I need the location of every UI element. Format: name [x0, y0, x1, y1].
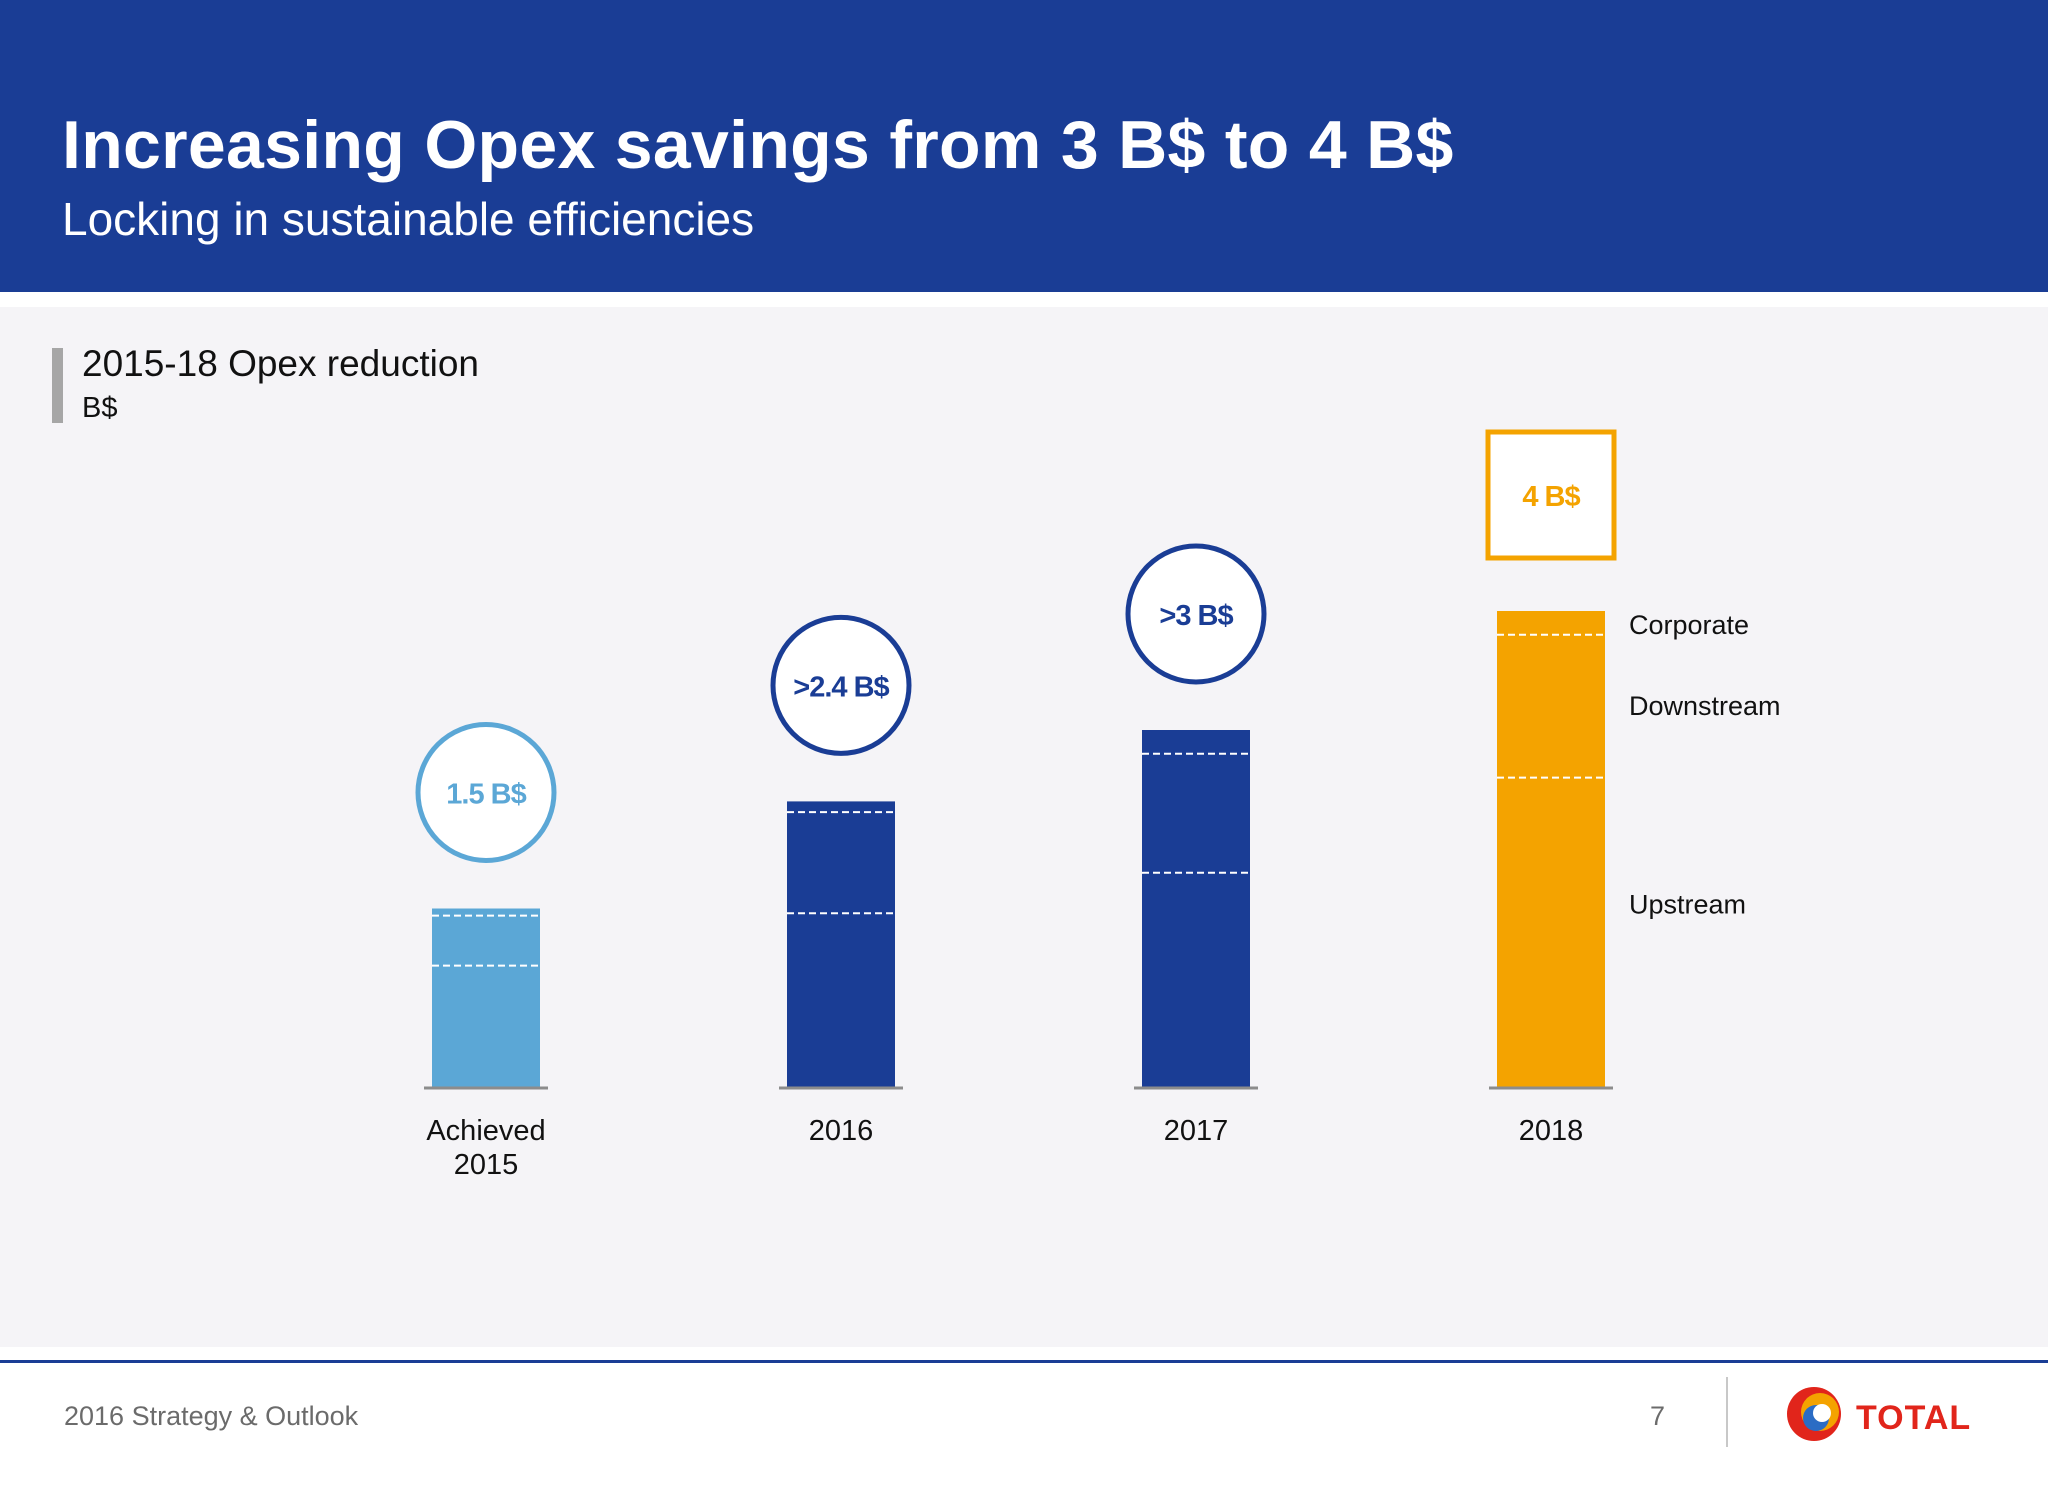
x-tick-label: Achieved: [426, 1115, 545, 1147]
footer-divider-line: [0, 1360, 2048, 1363]
legend-label: Downstream: [1629, 691, 1781, 721]
data-label: 1.5 B$: [446, 779, 526, 811]
footer-vertical-divider: [1726, 1377, 1728, 1447]
x-tick-label: 2016: [809, 1115, 874, 1147]
total-label-circle: [1125, 543, 1267, 685]
header-banner: Increasing Opex savings from 3 B$ to 4 B…: [0, 0, 2048, 292]
bar: [1142, 730, 1250, 1087]
page-subtitle: Locking in sustainable efficiencies: [62, 193, 755, 245]
chart-title-accent: [52, 348, 63, 423]
data-label: >2.4 B$: [793, 671, 889, 703]
page-number: 7: [1650, 1401, 1666, 1431]
total-logo-icon: [1787, 1387, 1841, 1441]
bar: [787, 801, 895, 1087]
total-label-circle: [415, 722, 557, 863]
legend-label: Upstream: [1629, 889, 1746, 919]
x-tick-label: 2018: [1519, 1115, 1584, 1147]
bar: [432, 908, 540, 1087]
legend-label: Corporate: [1629, 610, 1749, 640]
content-panel: [0, 307, 2048, 1347]
chart-title: 2015-18 Opex reduction: [82, 343, 479, 384]
x-tick-label: 2017: [1164, 1115, 1229, 1147]
footer-title: 2016 Strategy & Outlook: [64, 1401, 359, 1431]
data-label: 4 B$: [1522, 481, 1580, 513]
chart-unit: B$: [82, 392, 118, 424]
data-label: >3 B$: [1159, 600, 1233, 632]
total-label-circle: [770, 614, 912, 756]
logo-wordmark: TOTAL: [1856, 1399, 1972, 1437]
bar: [1497, 611, 1605, 1087]
total-label-box: [1485, 429, 1617, 561]
x-tick-label: 2015: [454, 1149, 519, 1181]
page-title: Increasing Opex savings from 3 B$ to 4 B…: [62, 107, 1454, 183]
